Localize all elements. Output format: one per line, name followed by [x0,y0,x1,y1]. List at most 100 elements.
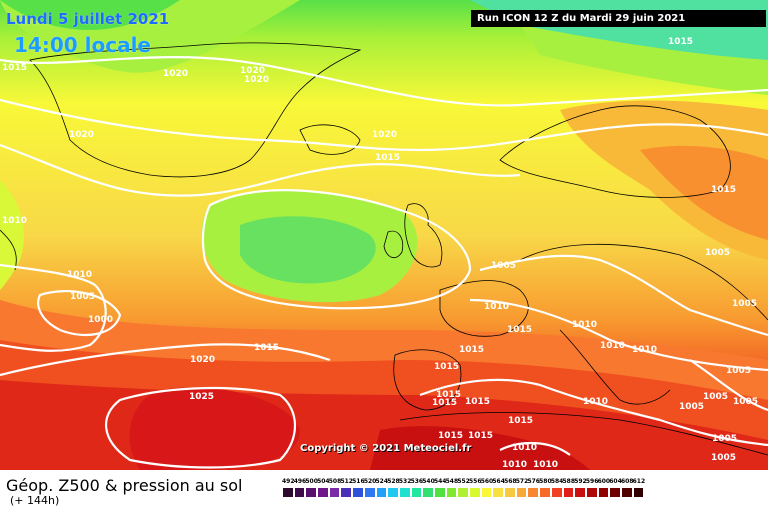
scale-swatch [422,487,434,498]
pressure-label: 1010 [484,302,509,312]
scale-value-label: 544 [433,478,447,485]
pressure-label: 1015 [436,390,461,400]
pressure-label: 1015 [507,325,532,335]
pressure-label: 1005 [491,261,516,271]
pressure-label: 1025 [189,392,214,402]
pressure-label: 1015 [2,63,27,73]
scale-swatch [515,487,528,498]
scale-swatch [480,487,493,498]
scale-swatch [585,487,598,498]
pressure-label: 1010 [2,216,27,226]
scale-value-label: 596 [585,478,599,485]
pressure-label: 1010 [583,397,608,407]
pressure-label: 1005 [733,397,758,407]
pressure-label: 1015 [375,153,400,163]
model-run-banner: Run ICON 12 Z du Mardi 29 juin 2021 [471,10,766,27]
scale-swatch [317,487,329,498]
pressure-label: 1015 [468,431,493,441]
forecast-date: Lundi 5 juillet 2021 [6,10,170,28]
scale-swatch [410,487,423,498]
pressure-label: 1010 [600,341,625,351]
pressure-label: 1010 [512,443,537,453]
scale-swatch [609,487,621,498]
pressure-label: 1020 [244,75,269,85]
scale-swatch [574,487,586,498]
pressure-label: 1015 [459,345,484,355]
scale-value-label: 556 [469,478,482,485]
pressure-label: 1005 [726,366,751,376]
scale-swatch [433,487,446,498]
scale-value-label: 604 [609,478,622,485]
scale-value-label: 536 [410,478,424,485]
isobars [0,56,768,469]
color-scale: 492 496 500 504 508 512 516 520 524 528 532 536 540 5… [282,478,646,498]
scale-value-label: 516 [352,478,365,485]
isobar-labels: 1015 1020 1020 1020 1020 1020 1015 1015 … [2,37,758,470]
pressure-label: 1015 [508,416,533,426]
scale-value-label: 512 [340,478,353,485]
scale-swatch [597,487,610,498]
pressure-label: 1015 [438,431,463,441]
pressure-label: 1010 [502,460,527,470]
scale-value-label: 572 [515,478,529,485]
scale-value-label: 508 [328,478,342,485]
scale-swatch [457,487,469,498]
geopotential-field: 1015 1020 1020 1020 1020 1020 1015 1015 … [0,0,768,470]
pressure-label: 1005 [703,392,728,402]
scale-swatch [363,487,376,498]
pressure-label: 1005 [712,434,737,444]
pressure-label: 1005 [732,299,757,309]
pressure-label: 1015 [432,398,457,408]
forecast-lead-time: (+ 144h) [10,494,60,507]
scale-swatch [340,487,353,498]
weather-map: 1015 1020 1020 1020 1020 1020 1015 1015 … [0,0,768,470]
scale-value-label: 600 [597,478,611,485]
pressure-label: 1005 [679,402,704,412]
scale-value-label: 492 [282,478,295,485]
scale-swatch [492,487,505,498]
pressure-label: 1015 [465,397,490,407]
pressure-label: 1020 [69,130,94,140]
scale-value-label: 524 [375,478,389,485]
scale-swatch [550,487,563,498]
scale-value-label: 548 [445,478,459,485]
scale-value-label: 568 [504,478,517,485]
pressure-label: 1010 [572,320,597,330]
scale-value-label: 608 [620,478,634,485]
pressure-label: 1005 [70,292,95,302]
scale-swatch [539,487,551,498]
scale-value-label: 560 [480,478,494,485]
coastlines [0,42,768,456]
scale-swatch [398,487,411,498]
pressure-label: 1015 [434,362,459,372]
scale-value-label: 588 [562,478,576,485]
scale-swatch [469,487,481,498]
pressure-label: 1015 [711,185,736,195]
scale-swatch [527,487,540,498]
pressure-label: 1010 [67,270,92,280]
scale-value-label: 592 [574,478,587,485]
scale-value-label: 576 [527,478,540,485]
scale-swatch [375,487,388,498]
scale-swatch [562,487,575,498]
scale-swatch [632,487,645,498]
forecast-local-time: 14:00 locale [14,33,151,57]
scale-value-label: 580 [539,478,552,485]
pressure-label: 1010 [632,345,657,355]
pressure-label: 1010 [533,460,558,470]
pressure-label: 1020 [240,66,265,76]
scale-swatch [620,487,633,498]
color-scale-labels: 492 496 500 504 508 512 516 520 524 528 532 536 540 5… [282,478,646,485]
scale-value-label: 584 [550,478,564,485]
scale-swatch [328,487,341,498]
pressure-label: 1015 [254,343,279,353]
pressure-label: 1020 [163,69,188,79]
pressure-label: 1020 [372,130,397,140]
scale-value-label: 612 [632,478,646,485]
pressure-label: 1020 [190,355,215,365]
pressure-label: 1005 [711,453,736,463]
scale-value-label: 532 [398,478,412,485]
color-scale-swatches [282,487,645,498]
legend-title: Géop. Z500 & pression au sol [6,476,243,495]
scale-value-label: 528 [387,478,400,485]
